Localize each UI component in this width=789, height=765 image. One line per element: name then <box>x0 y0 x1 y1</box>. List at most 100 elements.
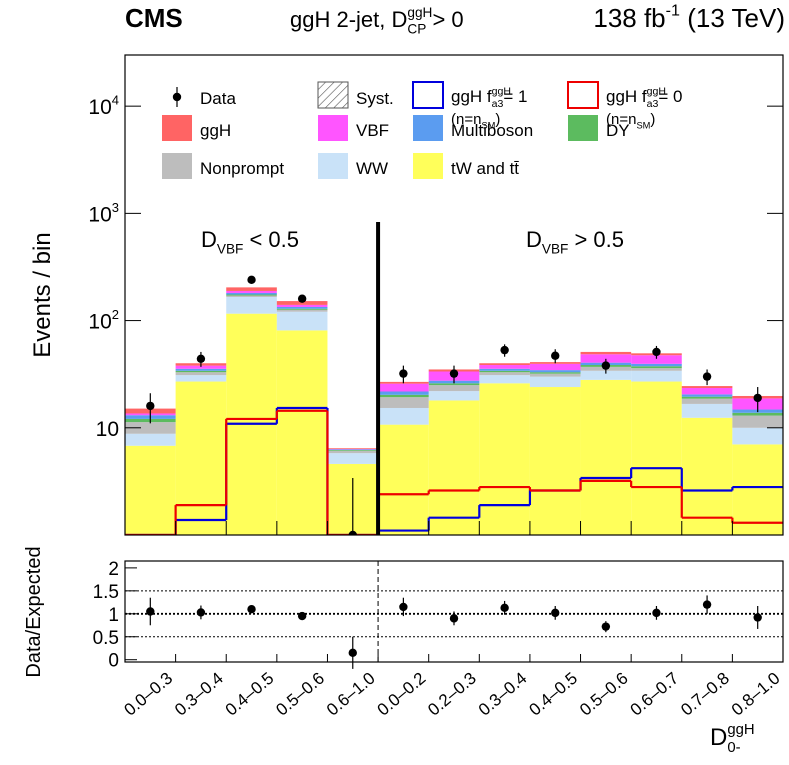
y-tick-label: 104 <box>88 93 119 119</box>
stack-bar <box>428 400 480 535</box>
legend-swatch <box>568 115 598 141</box>
data-point <box>601 361 611 370</box>
region-label-part: VBF <box>542 242 569 257</box>
legend-label-part: a3 <box>492 98 504 110</box>
legend-label-part: (n=n <box>451 111 481 128</box>
ratio-point <box>551 608 560 618</box>
stack-bar <box>479 375 530 384</box>
title-part: ggH 2-jet, D <box>290 7 407 32</box>
ratio-point <box>348 648 357 658</box>
stack-bar <box>681 417 733 535</box>
ratio-point <box>399 602 408 612</box>
stack-bar <box>681 388 733 395</box>
stack-bar <box>226 290 277 293</box>
legend-label-part: ) <box>495 111 500 128</box>
stack-bar <box>276 306 328 309</box>
stack-bar <box>327 453 379 464</box>
title-part: > 0 <box>426 7 463 32</box>
stack-bar <box>580 370 632 380</box>
x-tick-label: 0.5–0.6 <box>576 669 632 720</box>
legend-syst-swatch <box>317 81 349 109</box>
legend-label-part: ggH f <box>606 87 647 106</box>
y-tick-label-part: 3 <box>112 200 119 215</box>
ratio-point <box>196 608 206 617</box>
stack-bar <box>276 308 328 310</box>
stack-bar <box>378 394 429 398</box>
legend-swatch <box>318 115 348 141</box>
stack-bar <box>580 379 632 535</box>
legend-label-part: (n=n <box>606 111 636 128</box>
legend-label-part: = 0 <box>658 87 682 106</box>
stack-bar <box>276 311 328 331</box>
stack-bar <box>479 370 530 373</box>
ratio-y-tick-label: 1 <box>108 605 119 626</box>
legend-label: Multiboson <box>451 121 533 140</box>
stack-bar <box>175 370 227 373</box>
stack-bar <box>529 363 581 371</box>
data-point <box>753 393 762 403</box>
ratio-y-tick-label: 1.5 <box>93 582 119 603</box>
x-tick-label: 0.4–0.5 <box>222 669 278 720</box>
stack-bar <box>681 386 733 389</box>
legend-label: VBF <box>356 121 389 140</box>
stack-bar <box>732 444 783 535</box>
legend-label-part: SM <box>636 121 650 131</box>
y-axis-label: Events / bin <box>29 232 56 357</box>
legend-signal-swatch <box>567 81 599 109</box>
stack-bar <box>175 381 227 535</box>
y-tick-label-part: 10 <box>88 311 111 334</box>
legend-label-part: SM <box>481 121 495 131</box>
stack-bar <box>529 372 581 374</box>
legend-label: (n=nSM) <box>606 111 655 131</box>
legend-swatch <box>162 153 192 179</box>
ratio-point <box>652 608 661 618</box>
stack-bar <box>479 363 530 366</box>
stack-bar <box>681 394 733 397</box>
ratio-point <box>247 605 256 614</box>
x-tick-label: 0.5–0.6 <box>272 669 328 720</box>
x-axis-label-part: D <box>710 724 727 751</box>
stack-bar <box>428 383 480 386</box>
stack-bar <box>529 376 581 388</box>
x-tick-label: 0.8–1.0 <box>728 669 784 720</box>
stack-bar <box>276 304 328 307</box>
stack-bar <box>479 368 530 371</box>
main-frame <box>124 54 784 536</box>
ratio-point <box>500 603 509 613</box>
stack-bar <box>631 366 682 369</box>
y-tick-label: 102 <box>88 307 119 333</box>
data-point <box>247 275 256 285</box>
data-point <box>449 369 459 378</box>
experiment-label: CMS <box>125 3 183 33</box>
x-tick-label: 0.3–0.4 <box>171 669 227 720</box>
stack-bar <box>175 365 227 369</box>
stack-bar <box>125 422 176 434</box>
legend-label-part: ) <box>650 111 655 128</box>
stack-bar <box>276 301 328 305</box>
ratio-point <box>753 613 762 622</box>
legend-swatch <box>413 115 443 141</box>
legend-label-part: ggH <box>492 85 511 97</box>
legend-label: WW <box>356 159 388 178</box>
ratio-y-tick-label: 0 <box>108 651 119 672</box>
ratio-y-tick-label: 2 <box>108 559 119 580</box>
stack-bar <box>276 330 328 535</box>
stack-bar <box>125 445 176 535</box>
stack-bar <box>529 387 581 535</box>
x-tick-label: 0.6–0.7 <box>627 669 683 720</box>
data-point <box>702 372 712 381</box>
title-part: ggH <box>407 5 432 20</box>
stack-bar <box>479 365 530 369</box>
legend-swatch <box>318 153 348 179</box>
legend-swatch <box>413 153 443 179</box>
legend-label-part: = 1 <box>503 87 527 106</box>
stack-bar <box>580 351 632 355</box>
legend-label-part: ggH f <box>451 87 492 106</box>
legend-label: ggH fggH a3= 0 <box>606 85 682 110</box>
legend-swatch <box>162 115 192 141</box>
legend-label: Nonprompt <box>200 159 284 178</box>
region-label: DVBF < 0.5 <box>201 227 299 257</box>
legend-label: (n=nSM) <box>451 111 500 131</box>
ratio-point <box>702 600 712 609</box>
legend-label: tW and tt̄ <box>451 159 519 178</box>
